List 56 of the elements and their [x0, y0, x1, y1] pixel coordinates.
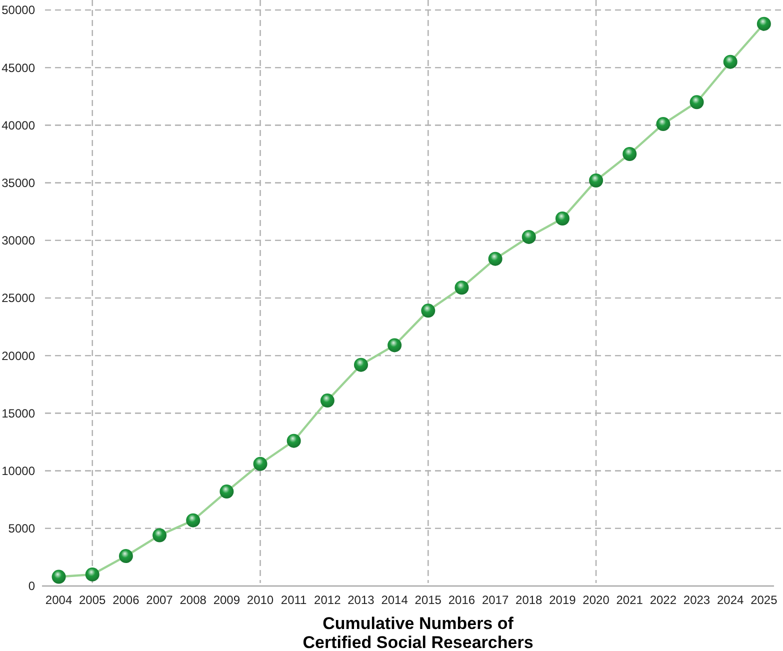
- point: [52, 570, 66, 584]
- point: [589, 173, 604, 188]
- point: [354, 358, 368, 372]
- point: [622, 147, 637, 161]
- x-axis-title: Cumulative Numbers of Certified Social Researchers: [302, 614, 534, 651]
- x-tick-label: 2006: [112, 593, 140, 607]
- point: [286, 434, 301, 448]
- point: [656, 117, 670, 132]
- x-tick-label: 2008: [180, 593, 207, 607]
- point: [186, 513, 200, 528]
- x-tick-label: 2020: [582, 593, 610, 607]
- y-tick-label: 0: [28, 579, 36, 594]
- point: [555, 212, 570, 226]
- x-tick-label: 2022: [650, 593, 677, 607]
- y-tick-label: 5000: [8, 522, 36, 536]
- x-tick-label: 2024: [716, 593, 744, 607]
- y-tick-label: 35000: [2, 176, 36, 190]
- x-tick-label: 2016: [448, 593, 476, 607]
- point: [253, 456, 268, 471]
- point: [690, 95, 704, 110]
- x-tick-label: 2014: [381, 593, 408, 607]
- x-tick-label: 2005: [79, 593, 106, 607]
- x-tick-label: 2012: [314, 593, 342, 607]
- y-tick-label: 25000: [2, 291, 36, 306]
- point: [220, 484, 234, 499]
- x-tick-label: 2019: [549, 593, 576, 607]
- point: [488, 252, 502, 266]
- point: [421, 304, 436, 318]
- y-tick-label: 10000: [2, 464, 36, 478]
- x-tick-label: 2017: [482, 593, 509, 607]
- y-tick-label: 20000: [2, 348, 36, 363]
- y-tick-label: 50000: [2, 3, 36, 18]
- x-tick-label: 2007: [146, 593, 174, 607]
- point: [723, 54, 738, 69]
- x-tick-label: 2018: [516, 593, 543, 607]
- x-tick-label: 2013: [348, 593, 375, 607]
- y-tick-label: 40000: [2, 118, 36, 132]
- x-tick-label: 2025: [750, 593, 778, 607]
- y-tick-label: 45000: [2, 60, 36, 75]
- x-tick-label: 2021: [616, 593, 644, 607]
- point: [152, 528, 167, 542]
- point: [522, 230, 536, 244]
- x-tick-label: 2004: [45, 593, 72, 607]
- x-tick-label: 2010: [246, 593, 274, 607]
- point: [85, 567, 100, 582]
- point: [756, 16, 771, 31]
- point: [320, 394, 334, 408]
- x-tick-label: 2009: [213, 593, 240, 607]
- x-tick-label: 2011: [280, 593, 308, 607]
- point: [388, 338, 402, 352]
- y-tick-label: 15000: [2, 406, 36, 420]
- x-tick-label: 2015: [414, 593, 442, 607]
- x-tick-label: 2023: [683, 593, 710, 607]
- point: [454, 280, 469, 295]
- point: [118, 549, 133, 564]
- y-tick-label: 30000: [2, 234, 36, 248]
